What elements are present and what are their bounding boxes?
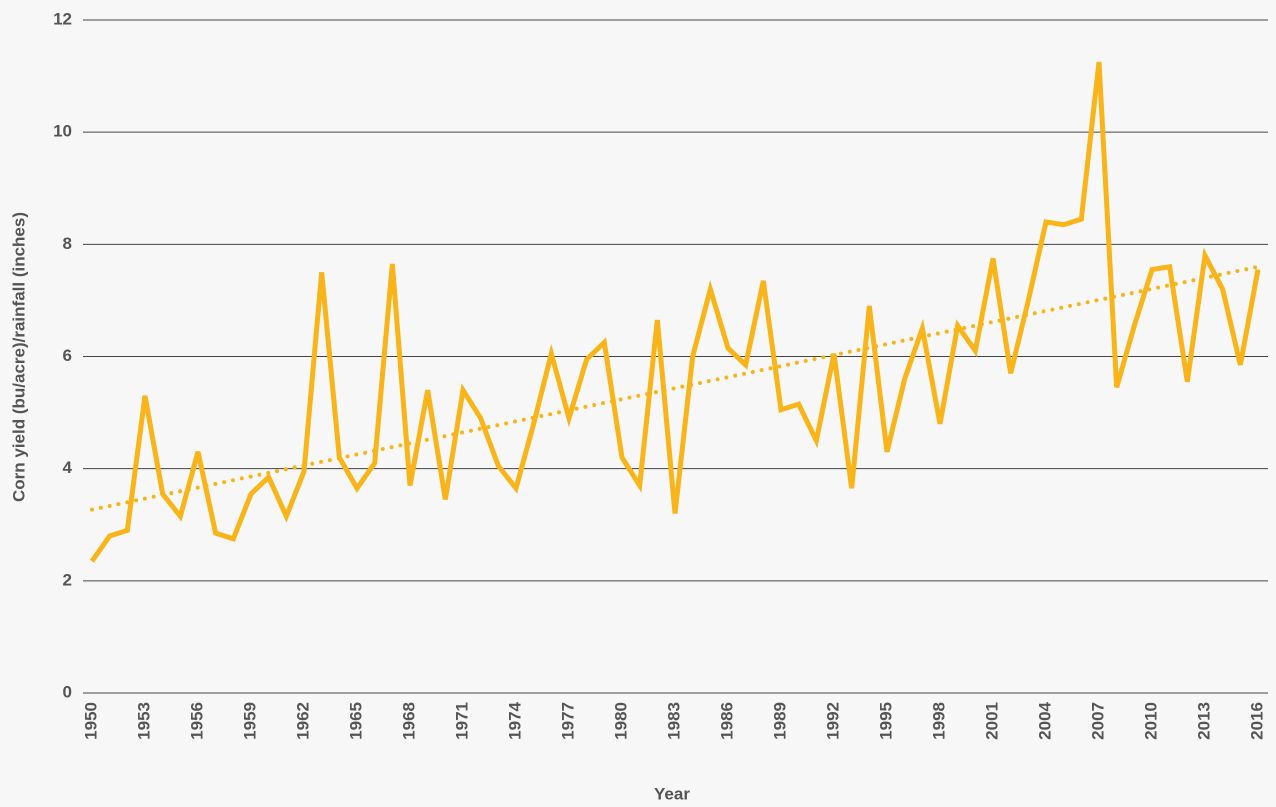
x-axis-title: Year — [654, 784, 690, 803]
x-tick-label: 2001 — [982, 702, 1001, 740]
x-tick-label: 1986 — [717, 702, 736, 740]
y-tick-label: 6 — [63, 346, 72, 365]
x-tick-label: 1968 — [399, 702, 418, 740]
trend-line — [90, 264, 1260, 512]
x-tick-label: 1950 — [81, 702, 100, 740]
x-tick-label: 2010 — [1141, 702, 1160, 740]
x-tick-label: 1959 — [240, 702, 259, 740]
x-tick-label: 1965 — [346, 702, 365, 740]
x-tick-label: 1956 — [187, 702, 206, 740]
x-tick-label: 1962 — [293, 702, 312, 740]
x-tick-label: 1977 — [558, 702, 577, 740]
x-tick-label: 1992 — [823, 702, 842, 740]
y-tick-label: 2 — [63, 570, 72, 589]
x-tick-label: 1974 — [505, 701, 524, 739]
x-tick-label: 2016 — [1247, 702, 1266, 740]
y-axis-title: Corn yield (bu/acre)/rainfall (inches) — [9, 212, 28, 502]
y-tick-label: 12 — [53, 9, 72, 28]
y-tick-label: 0 — [63, 682, 72, 701]
y-tick-label: 10 — [53, 122, 72, 141]
x-tick-label: 2004 — [1035, 701, 1054, 739]
x-tick-label: 2007 — [1088, 702, 1107, 740]
y-tick-label: 8 — [63, 234, 72, 253]
x-tick-label: 1971 — [452, 702, 471, 740]
x-tick-label: 1989 — [770, 702, 789, 740]
x-tick-label: 1980 — [611, 702, 630, 740]
data-line — [89, 61, 1261, 563]
y-tick-label: 4 — [63, 458, 73, 477]
x-tick-label: 1995 — [876, 702, 895, 740]
x-tick-label: 2013 — [1194, 702, 1213, 740]
x-tick-label: 1998 — [929, 702, 948, 740]
x-tick-label: 1953 — [134, 702, 153, 740]
x-tick-label: 1983 — [664, 702, 683, 740]
